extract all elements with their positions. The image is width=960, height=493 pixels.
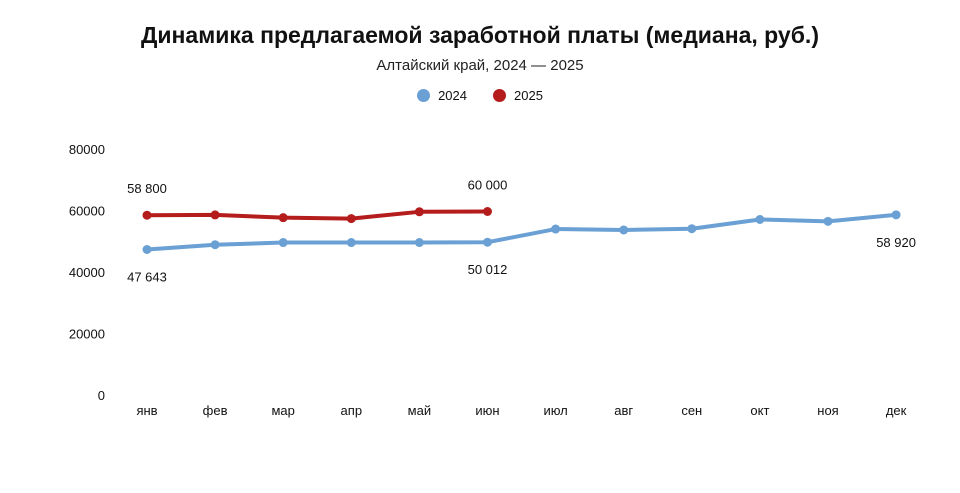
x-tick-label: май <box>408 403 431 418</box>
data-point-2025 <box>142 210 152 220</box>
legend-item-2025[interactable]: 2025 <box>493 88 543 103</box>
x-tick-label: авг <box>614 403 633 418</box>
x-tick-label: фев <box>203 403 228 418</box>
chart-subtitle: Алтайский край, 2024 — 2025 <box>376 57 584 74</box>
x-tick-label: апр <box>341 403 363 418</box>
legend-label-2024: 2024 <box>438 88 467 103</box>
x-tick-label: сен <box>681 403 702 418</box>
data-point-2024 <box>823 216 833 226</box>
data-point-2025 <box>483 207 492 216</box>
data-point-2024 <box>755 214 765 224</box>
data-point-2024 <box>483 237 492 247</box>
data-point-2024 <box>210 240 220 250</box>
y-tick-label: 20000 <box>69 327 105 342</box>
y-tick-label: 40000 <box>69 265 105 280</box>
y-tick-label: 0 <box>98 388 105 403</box>
data-point-2024 <box>278 238 288 248</box>
legend-marker-2025 <box>493 89 506 102</box>
data-point-2024 <box>687 224 697 234</box>
data-label: 58 920 <box>876 235 916 250</box>
data-point-2024 <box>891 210 901 220</box>
data-label: 47 643 <box>127 269 167 284</box>
x-tick-label: мар <box>271 403 294 418</box>
data-point-2024 <box>346 238 356 248</box>
data-point-2025 <box>278 213 288 223</box>
legend-item-2024[interactable]: 2024 <box>417 88 467 103</box>
data-point-2024 <box>142 244 152 254</box>
x-tick-label: ноя <box>817 403 838 418</box>
data-label: 50 012 <box>468 262 508 277</box>
data-label: 60 000 <box>468 178 508 193</box>
data-point-2025 <box>210 210 220 220</box>
data-label: 58 800 <box>127 181 167 196</box>
x-tick-label: июл <box>543 403 567 418</box>
x-tick-label: окт <box>750 403 769 418</box>
series-line-2024 <box>145 212 899 252</box>
data-point-2024 <box>414 238 424 248</box>
series-line-2025 <box>145 209 490 221</box>
data-point-2025 <box>346 214 356 224</box>
legend-label-2025: 2025 <box>514 88 543 103</box>
x-tick-label: дек <box>886 403 907 418</box>
chart-title: Динамика предлагаемой заработной платы (… <box>141 22 819 48</box>
y-tick-label: 80000 <box>69 142 105 157</box>
data-point-2025 <box>414 207 424 217</box>
legend-marker-2024 <box>417 89 431 102</box>
data-point-2024 <box>551 224 561 234</box>
x-tick-label: июн <box>475 403 499 418</box>
legend: 2024 2025 <box>0 88 960 103</box>
data-point-2024 <box>619 225 629 235</box>
y-tick-label: 60000 <box>69 204 105 219</box>
x-tick-label: янв <box>136 403 157 418</box>
